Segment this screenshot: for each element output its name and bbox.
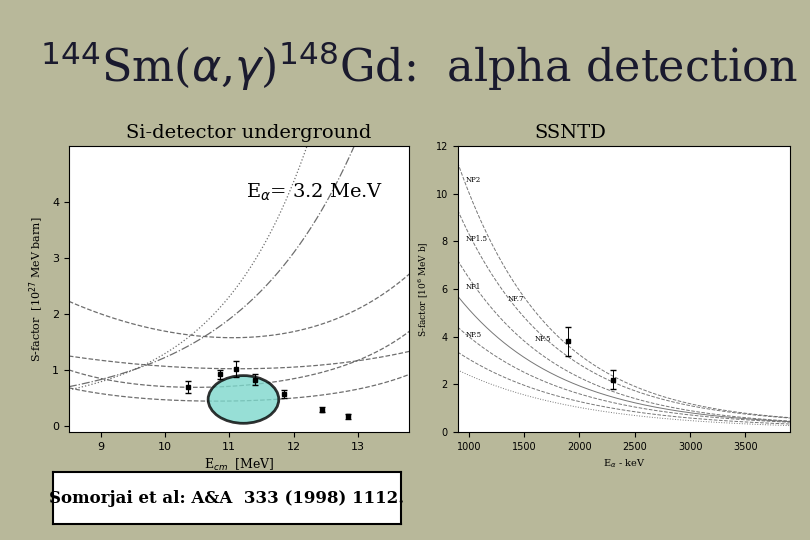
Ellipse shape <box>208 376 279 423</box>
Text: NP1.5: NP1.5 <box>466 235 488 243</box>
Text: NF.5: NF.5 <box>535 335 552 343</box>
Y-axis label: S-factor  [10$^{27}$ MeV barn]: S-factor [10$^{27}$ MeV barn] <box>28 216 46 362</box>
Text: $^{144}$Sm($\alpha$,$\gamma$)$^{148}$Gd:  alpha detection: $^{144}$Sm($\alpha$,$\gamma$)$^{148}$Gd:… <box>40 39 798 93</box>
Text: SSNTD: SSNTD <box>535 124 607 141</box>
Text: NP.5: NP.5 <box>466 330 481 339</box>
X-axis label: E$_\alpha$ - keV: E$_\alpha$ - keV <box>603 457 645 470</box>
Text: Somorjai et al: A&A  333 (1998) 1112.: Somorjai et al: A&A 333 (1998) 1112. <box>49 490 404 507</box>
Text: NP2: NP2 <box>466 176 480 184</box>
Text: NP1: NP1 <box>466 283 480 291</box>
X-axis label: E$_{cm}$  [MeV]: E$_{cm}$ [MeV] <box>203 457 275 474</box>
Text: NF.7: NF.7 <box>507 295 524 303</box>
Text: Si-detector underground: Si-detector underground <box>126 124 371 141</box>
Text: E$_{\alpha}$= 3.2 Me.V: E$_{\alpha}$= 3.2 Me.V <box>245 181 383 202</box>
Y-axis label: S-factor [10$^6$ MeV b]: S-factor [10$^6$ MeV b] <box>416 241 430 337</box>
